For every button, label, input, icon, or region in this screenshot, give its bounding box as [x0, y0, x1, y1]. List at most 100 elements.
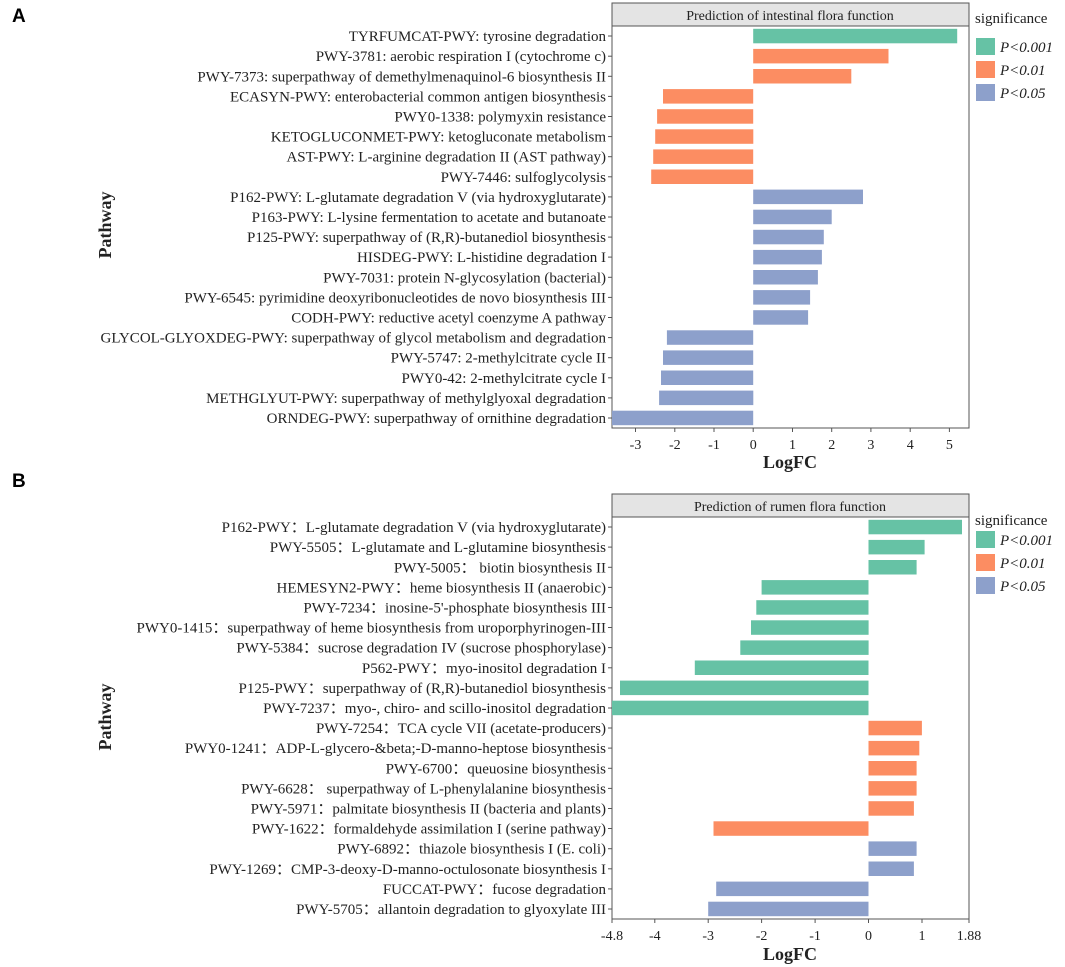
panel-a-category-label: P163-PWY: L-lysine fermentation to aceta… — [252, 210, 607, 226]
legend-b-label-p05: P<0.05 — [999, 579, 1046, 595]
panel-b-category-label: HEMESYN2-PWY：heme biosynthesis II (anaer… — [276, 580, 606, 596]
panel-a-label: A — [12, 6, 26, 27]
panel-b-bar — [716, 881, 869, 897]
legend-a-label-p01: P<0.01 — [999, 63, 1046, 79]
panel-a-category-label: P162-PWY: L-glutamate degradation V (via… — [230, 190, 606, 206]
panel-b-x-tick-label: -3 — [702, 929, 714, 944]
panel-a-bar — [661, 370, 754, 385]
panel-a-category-label: PWY0-42: 2-methylcitrate cycle I — [401, 371, 606, 387]
panel-b-category-label: PWY-7234：inosine-5'-phosphate biosynthes… — [303, 601, 606, 617]
panel-a-category-label: HISDEG-PWY: L-histidine degradation I — [357, 250, 606, 266]
panel-a-category-label: P125-PWY: superpathway of (R,R)-butanedi… — [247, 230, 606, 246]
legend-a-label-p05: P<0.05 — [999, 86, 1046, 102]
legend-b-swatch-p05 — [976, 577, 995, 594]
panel-a-category-label: ECASYN-PWY: enterobacterial common antig… — [230, 89, 606, 105]
legend-b-label-p01: P<0.01 — [999, 556, 1046, 572]
panel-a: A Prediction of intestinal flora functio… — [12, 2, 970, 472]
panel-b-x-tick-label: -4.8 — [601, 929, 623, 944]
panel-a-bar — [753, 270, 818, 285]
panel-b-x-tick-label: 1 — [919, 929, 926, 944]
panel-a-category-label: METHGLYUT-PWY: superpathway of methylgly… — [206, 391, 606, 407]
panel-b-plot-area — [611, 516, 970, 920]
panel-b: B Prediction of rumen flora function P16… — [12, 471, 981, 964]
panel-a-category-label: KETOGLUCONMET-PWY: ketogluconate metabol… — [271, 130, 607, 146]
legend-a-title: significance — [975, 11, 1048, 27]
panel-a-x-tick-label: 5 — [946, 438, 953, 453]
panel-b-bar — [612, 700, 869, 716]
panel-b-bar — [868, 740, 920, 756]
panel-a-x-tick-label: 4 — [907, 438, 914, 453]
panel-a-category-label: TYRFUMCAT-PWY: tyrosine degradation — [349, 29, 607, 45]
panel-b-bar — [868, 781, 917, 796]
panel-a-bar — [657, 109, 754, 124]
panel-a-category-label: PWY-6545: pyrimidine deoxyribonucleotide… — [184, 290, 606, 306]
panel-b-category-label: PWY-1622：formaldehyde assimilation I (se… — [252, 822, 606, 838]
panel-b-y-axis-title: Pathway — [95, 684, 115, 751]
panel-b-x-tick-label: 1.88 — [957, 929, 982, 944]
panel-b-category-label: FUCCAT-PWY：fucose degradation — [383, 882, 607, 898]
panel-a-bar — [753, 290, 811, 305]
panel-b-bar — [868, 720, 922, 736]
panel-a-category-labels: TYRFUMCAT-PWY: tyrosine degradation PWY-3… — [100, 29, 612, 427]
panel-b-x-tick-label: -1 — [809, 929, 821, 944]
panel-b-bar — [620, 680, 869, 696]
panel-a-x-tick-label: 1 — [789, 438, 796, 453]
panel-a-category-label: PWY-5747: 2-methylcitrate cycle II — [391, 351, 606, 367]
panel-b-x-ticks: -4.8 -4 -3 -2 -1 0 1 1.88 — [601, 919, 981, 944]
panel-b-bar — [756, 600, 869, 615]
panel-b-bar — [694, 660, 869, 675]
legend-a: significance P<0.001 P<0.01 P<0.05 — [975, 11, 1053, 102]
panel-b-bar — [868, 761, 917, 776]
legend-a-swatch-p01 — [976, 61, 995, 78]
panel-a-category-label: PWY0-1338: polymyxin resistance — [394, 110, 606, 126]
panel-b-bar — [868, 861, 914, 876]
panel-a-bar — [655, 129, 754, 144]
panel-b-category-label: PWY-5971：palmitate biosynthesis II (bact… — [251, 802, 606, 818]
panel-a-x-axis-title: LogFC — [763, 452, 817, 472]
panel-b-category-label: PWY0-1241：ADP-L-glycero-&beta;-D-manno-h… — [185, 741, 606, 757]
panel-a-bar — [753, 310, 809, 325]
panel-b-category-label: P562-PWY：myo-inositol degradation I — [362, 661, 606, 677]
panel-b-x-axis-title: LogFC — [763, 944, 817, 964]
panel-b-x-tick-label: -4 — [649, 929, 661, 944]
panel-b-category-label: PWY-5005： biotin biosynthesis II — [394, 560, 606, 576]
panel-a-bar — [753, 209, 832, 225]
panel-b-bar — [868, 841, 917, 856]
panel-b-category-label: PWY-7254：TCA cycle VII (acetate-producer… — [316, 721, 606, 737]
panel-b-x-tick-label: 0 — [865, 929, 872, 944]
panel-b-label: B — [12, 471, 26, 492]
legend-b-label-p001: P<0.001 — [999, 533, 1053, 549]
panel-a-x-tick-label: 2 — [828, 438, 835, 453]
panel-a-category-label: PWY-3781: aerobic respiration I (cytochr… — [316, 49, 606, 65]
panel-a-category-label: PWY-7031: protein N-glycosylation (bacte… — [323, 270, 606, 286]
panel-a-category-label: PWY-7373: superpathway of demethylmenaqu… — [197, 69, 606, 85]
panel-b-bar — [761, 580, 869, 595]
panel-b-bar — [751, 620, 869, 635]
panel-a-bar — [663, 89, 754, 104]
legend-a-label-p001: P<0.001 — [999, 40, 1053, 56]
panel-a-bars — [612, 28, 958, 426]
panel-b-category-labels: P162-PWY：L-glutamate degradation V (via … — [137, 520, 612, 918]
panel-a-bar — [663, 350, 754, 365]
panel-b-category-label: PWY-5505：L-glutamate and L-glutamine bio… — [270, 540, 606, 556]
panel-b-category-label: P162-PWY：L-glutamate degradation V (via … — [222, 520, 606, 536]
panel-b-x-tick-label: -2 — [756, 929, 768, 944]
panel-a-category-label: GLYCOL-GLYOXDEG-PWY: superpathway of gly… — [100, 331, 606, 347]
panel-a-x-tick-label: 3 — [867, 438, 874, 453]
legend-b-swatch-p001 — [976, 531, 995, 548]
panel-b-category-label: PWY-5705：allantoin degradation to glyoxy… — [296, 902, 606, 918]
panel-a-category-label: AST-PWY: L-arginine degradation II (AST … — [286, 150, 606, 166]
panel-b-bars — [612, 519, 962, 917]
panel-b-category-label: PWY-6892：thiazole biosynthesis I (E. col… — [337, 842, 606, 858]
panel-a-category-label: ORNDEG-PWY: superpathway of ornithine de… — [267, 411, 607, 427]
panel-b-bar — [868, 801, 914, 816]
panel-a-bar — [753, 48, 889, 64]
panel-a-bar — [753, 28, 958, 44]
panel-b-bar — [740, 640, 869, 655]
panel-a-bar — [651, 169, 754, 184]
panel-b-bar — [708, 901, 869, 917]
panel-b-category-label: PWY-6700：queuosine biosynthesis — [386, 761, 607, 777]
panel-b-category-label: P125-PWY：superpathway of (R,R)-butanedio… — [239, 681, 607, 697]
panel-a-bar — [653, 149, 754, 164]
